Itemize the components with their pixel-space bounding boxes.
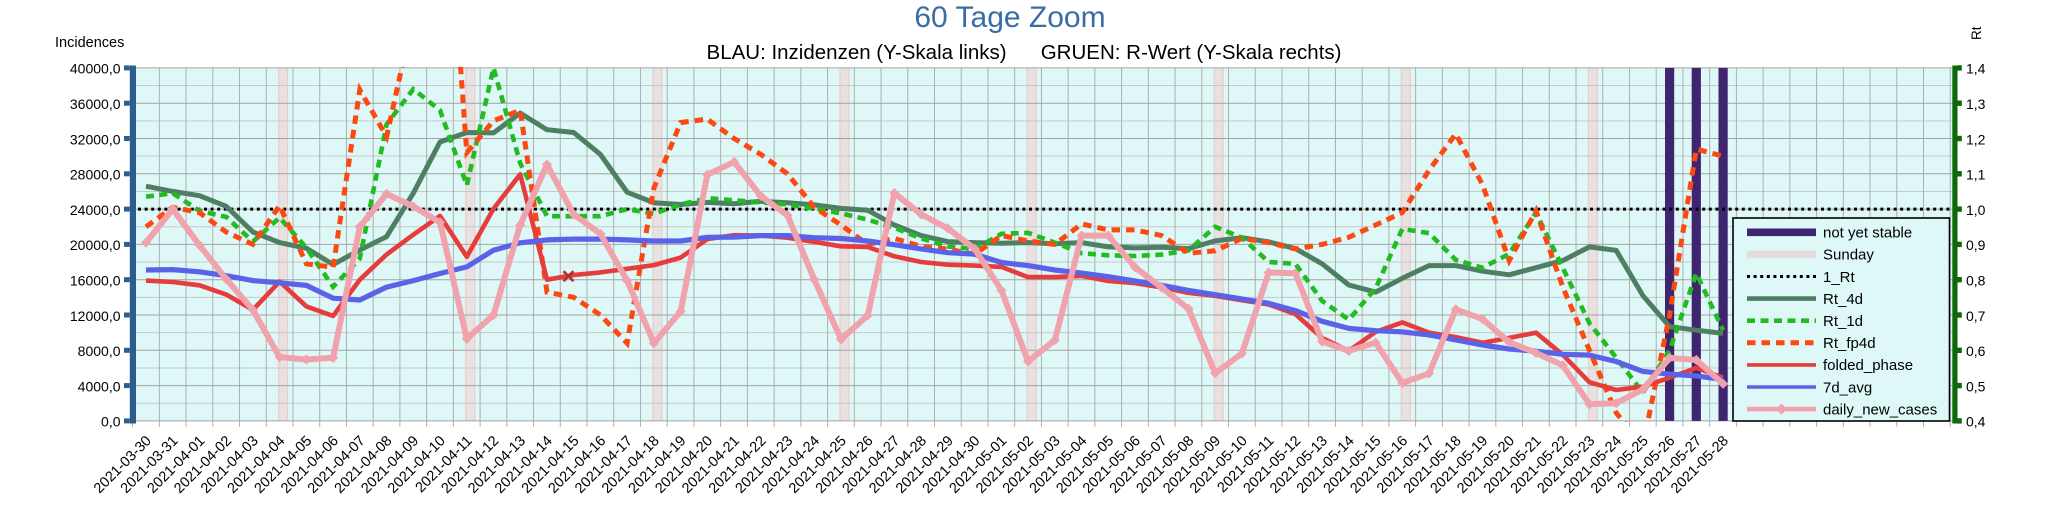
svg-text:20000,0: 20000,0: [70, 237, 121, 253]
svg-text:folded_phase: folded_phase: [1823, 357, 1913, 374]
svg-text:1_Rt: 1_Rt: [1823, 269, 1856, 286]
svg-text:12000,0: 12000,0: [70, 308, 121, 324]
svg-text:not yet stable: not yet stable: [1823, 225, 1912, 242]
svg-text:8000,0: 8000,0: [78, 343, 121, 359]
svg-text:Rt: Rt: [1969, 26, 1984, 40]
svg-text:daily_new_cases: daily_new_cases: [1823, 401, 1937, 418]
svg-text:1,3: 1,3: [1966, 96, 1986, 112]
svg-text:0,6: 0,6: [1966, 343, 1986, 359]
svg-text:0,9: 0,9: [1966, 237, 1986, 253]
svg-text:60 Tage Zoom: 60 Tage Zoom: [914, 1, 1105, 34]
svg-text:Incidences: Incidences: [55, 35, 124, 51]
svg-text:1,4: 1,4: [1966, 61, 1986, 77]
svg-text:0,4: 0,4: [1966, 414, 1986, 430]
svg-text:28000,0: 28000,0: [70, 167, 121, 183]
svg-text:4000,0: 4000,0: [78, 378, 121, 394]
svg-text:0,0: 0,0: [101, 414, 121, 430]
svg-text:BLAU: Inzidenzen (Y-Skala link: BLAU: Inzidenzen (Y-Skala links) GRUEN: …: [707, 41, 1342, 64]
svg-text:7d_avg: 7d_avg: [1823, 379, 1872, 396]
svg-text:1,1: 1,1: [1966, 167, 1986, 183]
svg-text:16000,0: 16000,0: [70, 273, 121, 289]
svg-text:32000,0: 32000,0: [70, 131, 121, 147]
svg-text:1,0: 1,0: [1966, 202, 1986, 218]
svg-text:0,7: 0,7: [1966, 308, 1986, 324]
svg-text:36000,0: 36000,0: [70, 96, 121, 112]
svg-text:24000,0: 24000,0: [70, 202, 121, 218]
svg-text:Rt_fp4d: Rt_fp4d: [1823, 335, 1876, 352]
svg-text:40000,0: 40000,0: [70, 61, 121, 77]
svg-text:Sunday: Sunday: [1823, 247, 1874, 264]
svg-text:Rt_4d: Rt_4d: [1823, 291, 1863, 308]
svg-text:0,5: 0,5: [1966, 378, 1986, 394]
svg-text:Rt_1d: Rt_1d: [1823, 313, 1863, 330]
svg-text:0,8: 0,8: [1966, 273, 1986, 289]
svg-text:1,2: 1,2: [1966, 131, 1986, 147]
